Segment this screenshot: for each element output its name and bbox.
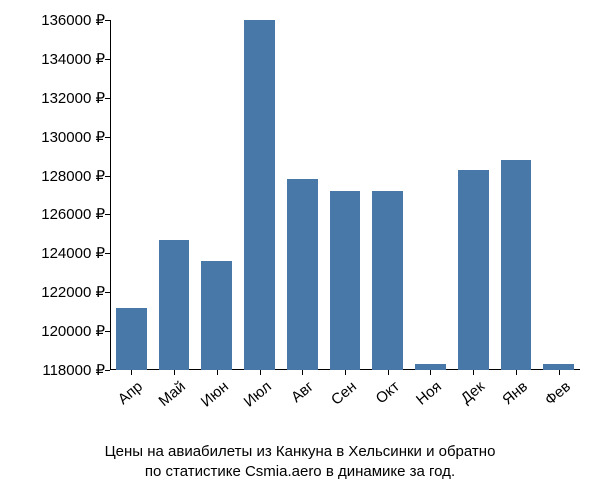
y-tick — [105, 253, 110, 254]
x-tick-label: Июн — [198, 378, 232, 411]
y-tick — [105, 98, 110, 99]
x-tick — [174, 370, 175, 375]
x-tick-label: Июл — [240, 378, 274, 411]
x-tick-label: Ноя — [414, 378, 446, 409]
bar — [159, 240, 190, 370]
x-tick-label: Май — [156, 378, 189, 410]
x-tick — [430, 370, 431, 375]
x-tick — [217, 370, 218, 375]
y-tick — [105, 292, 110, 293]
bar — [458, 170, 489, 370]
bar — [330, 191, 361, 370]
caption-line-1: Цены на авиабилеты из Канкуна в Хельсинк… — [105, 443, 496, 460]
bar — [116, 308, 147, 370]
y-tick — [105, 20, 110, 21]
y-tick-label: 118000 ₽ — [42, 361, 105, 379]
bar — [287, 179, 318, 370]
x-tick-label: Фев — [541, 378, 573, 409]
y-tick — [105, 176, 110, 177]
x-tick — [388, 370, 389, 375]
y-tick — [105, 137, 110, 138]
x-tick-label: Апр — [115, 378, 146, 408]
x-tick — [131, 370, 132, 375]
bar — [501, 160, 532, 370]
y-tick-label: 132000 ₽ — [41, 89, 105, 107]
x-tick — [260, 370, 261, 375]
x-tick — [559, 370, 560, 375]
bar — [201, 261, 232, 370]
x-tick — [302, 370, 303, 375]
x-tick-label: Дек — [458, 378, 488, 407]
x-tick — [345, 370, 346, 375]
x-tick-label: Авг — [288, 378, 317, 406]
x-axis: Апр Май ИюнИюл Авг Сен Окт Ноя Дек Янв Фев — [110, 378, 580, 438]
y-tick-label: 124000 ₽ — [41, 244, 105, 262]
x-tick — [473, 370, 474, 375]
y-tick-label: 128000 ₽ — [41, 167, 105, 185]
y-tick — [105, 214, 110, 215]
y-tick-label: 130000 ₽ — [41, 128, 105, 146]
y-tick-label: 120000 ₽ — [41, 322, 105, 340]
y-tick-label: 134000 ₽ — [41, 50, 105, 68]
bar — [244, 20, 275, 370]
caption-line-2: по статистике Csmia.aero в динамике за г… — [145, 463, 455, 480]
x-tick-label: Янв — [499, 378, 531, 408]
y-tick-label: 136000 ₽ — [41, 11, 105, 29]
plot-area — [110, 20, 580, 370]
x-tick-label: Окт — [372, 378, 402, 407]
chart-caption: Цены на авиабилеты из Канкуна в Хельсинк… — [0, 442, 600, 483]
bars-group — [110, 20, 580, 370]
y-tick-label: 122000 ₽ — [41, 283, 105, 301]
price-chart: 118000 ₽ 120000 ₽ 122000 ₽ 124000 ₽ 126000 ₽… — [0, 0, 600, 500]
x-tick-label: Сен — [328, 378, 360, 409]
y-tick-label: 126000 ₽ — [41, 205, 105, 223]
y-tick — [105, 331, 110, 332]
y-tick — [105, 370, 110, 371]
y-axis: 118000 ₽120000 ₽122000 ₽124000 ₽126000 ₽… — [0, 20, 105, 370]
y-tick — [105, 59, 110, 60]
bar — [372, 191, 403, 370]
x-tick — [516, 370, 517, 375]
